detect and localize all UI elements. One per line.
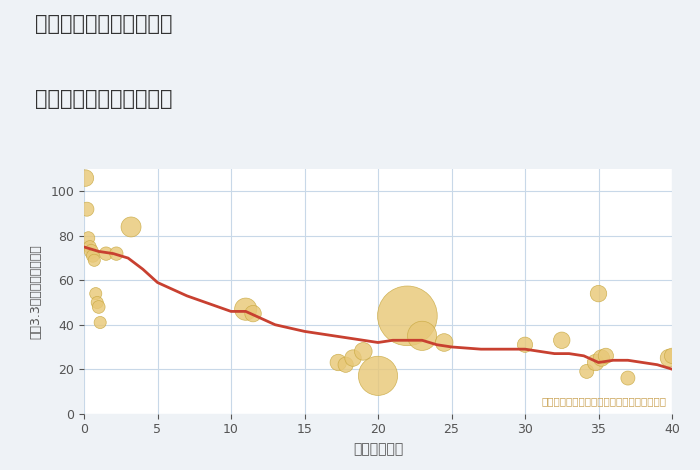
Point bbox=[416, 332, 428, 340]
Point bbox=[347, 354, 358, 362]
Point bbox=[438, 339, 450, 346]
Point bbox=[340, 361, 351, 368]
Text: 円の大きさは、取引のあった物件面積を示す: 円の大きさは、取引のあった物件面積を示す bbox=[541, 396, 666, 406]
Point bbox=[372, 372, 384, 380]
Point bbox=[125, 223, 136, 231]
Point bbox=[83, 235, 94, 242]
Point bbox=[596, 354, 607, 362]
Point bbox=[556, 337, 567, 344]
Point bbox=[664, 354, 675, 362]
Point bbox=[80, 174, 91, 182]
Point bbox=[89, 257, 100, 264]
Point bbox=[94, 319, 106, 326]
Point bbox=[248, 310, 259, 317]
Point bbox=[590, 359, 601, 366]
Point bbox=[92, 299, 103, 306]
Point bbox=[85, 248, 97, 255]
Y-axis label: 坪（3.3㎡）単価（万円）: 坪（3.3㎡）単価（万円） bbox=[29, 244, 42, 339]
Point bbox=[581, 368, 592, 375]
Point bbox=[402, 312, 413, 320]
Point bbox=[81, 205, 92, 213]
Point bbox=[519, 341, 531, 348]
Point bbox=[101, 250, 112, 258]
Point bbox=[84, 243, 95, 251]
Point bbox=[240, 306, 251, 313]
Point bbox=[666, 352, 678, 360]
X-axis label: 築年数（年）: 築年数（年） bbox=[353, 442, 403, 456]
Point bbox=[593, 290, 604, 298]
Text: 築年数別中古戸建て価格: 築年数別中古戸建て価格 bbox=[35, 89, 172, 110]
Point bbox=[601, 352, 612, 360]
Point bbox=[90, 290, 101, 298]
Point bbox=[111, 250, 122, 258]
Point bbox=[93, 303, 104, 311]
Point bbox=[358, 348, 369, 355]
Text: 三重県鈴鹿市西庄内町の: 三重県鈴鹿市西庄内町の bbox=[35, 14, 172, 34]
Point bbox=[88, 252, 99, 259]
Point bbox=[622, 374, 634, 382]
Point bbox=[332, 359, 344, 366]
